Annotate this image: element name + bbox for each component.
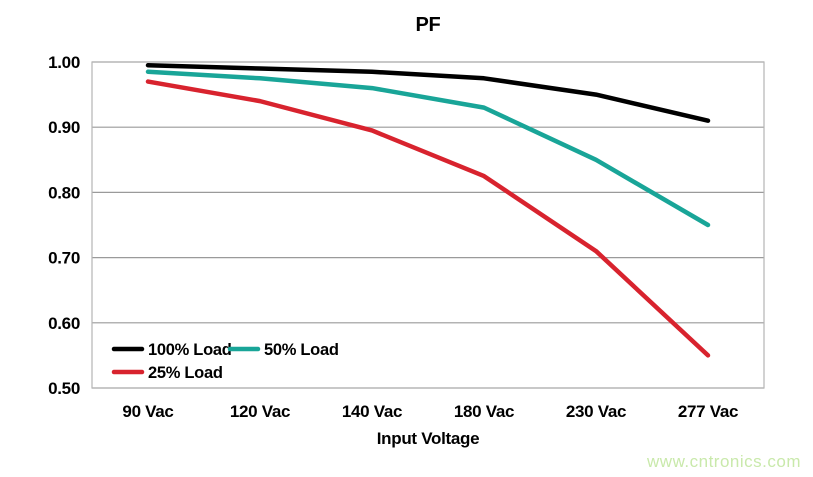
x-tick-label: 120 Vac	[230, 402, 290, 421]
plot-border	[91, 61, 765, 389]
chart-title: PF	[415, 14, 441, 36]
legend-label: 100% Load	[148, 341, 232, 359]
x-tick-label: 277 Vac	[678, 402, 738, 421]
x-tick-label: 140 Vac	[342, 402, 402, 421]
legend-label: 50% Load	[264, 341, 339, 359]
series-line-25-load	[145, 79, 711, 358]
x-tick-label: 180 Vac	[454, 402, 514, 421]
watermark-text: www.cntronics.com	[647, 452, 801, 471]
legend-label: 25% Load	[148, 364, 223, 382]
x-tick-label: 90 Vac	[122, 402, 173, 421]
x-tick-label: 230 Vac	[566, 402, 626, 421]
y-tick-label: 1.00	[48, 53, 80, 72]
y-tick-label: 0.70	[48, 249, 80, 268]
series-line-100-load	[145, 63, 711, 123]
x-axis-title: Input Voltage	[376, 429, 480, 448]
series-line-50-load	[145, 69, 711, 228]
y-tick-label: 0.90	[48, 118, 80, 137]
y-tick-label: 0.80	[48, 183, 80, 202]
y-tick-label: 0.60	[48, 314, 80, 333]
y-tick-label: 0.50	[48, 379, 80, 398]
